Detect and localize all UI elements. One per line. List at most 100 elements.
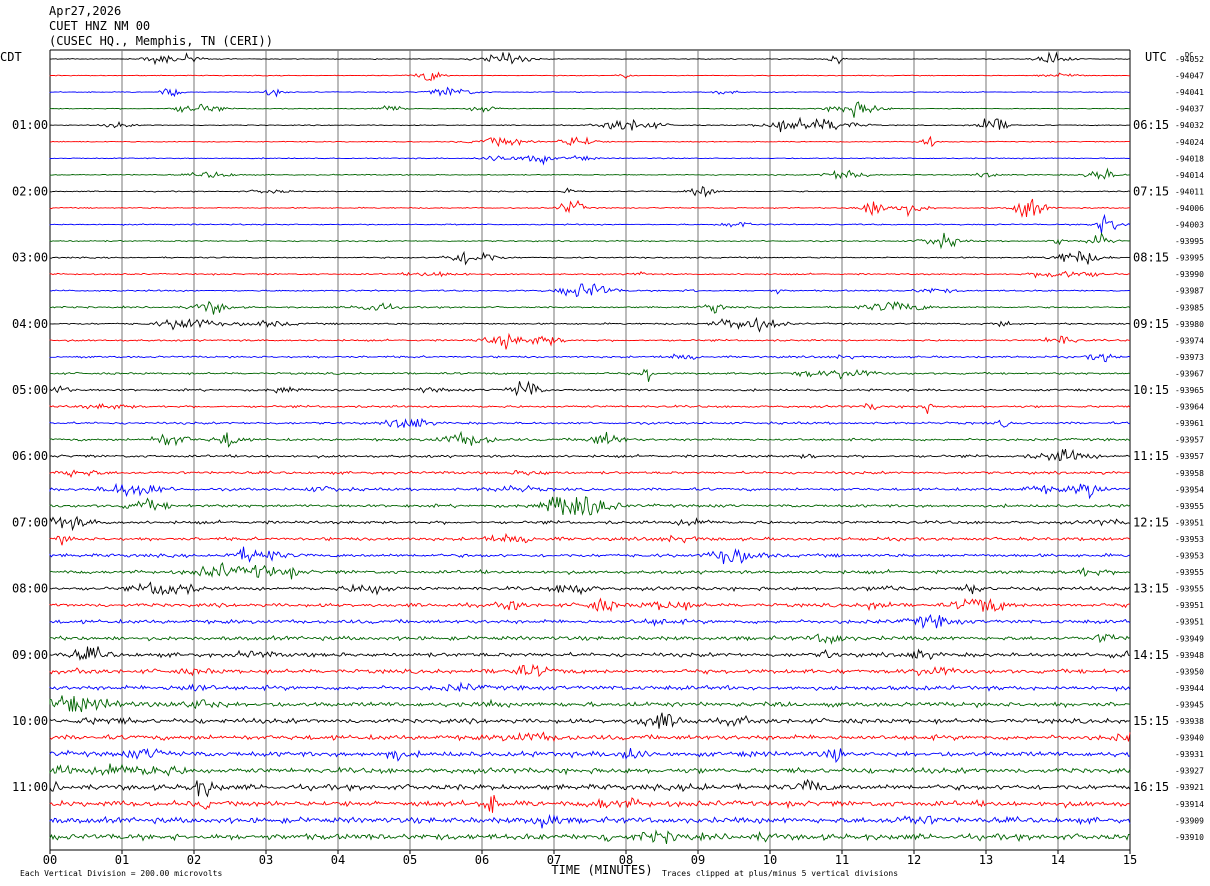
dc-offset-label: -93951 — [1175, 518, 1204, 527]
dc-offset-label: -93961 — [1175, 419, 1204, 428]
dc-offset-label: -93950 — [1175, 667, 1204, 676]
dc-offset-label: -93965 — [1175, 386, 1204, 395]
trace-line — [49, 198, 1130, 218]
dc-offset-label: -93954 — [1175, 485, 1204, 494]
dc-offset-label: -93995 — [1175, 237, 1204, 246]
dc-offset-label: -93957 — [1175, 436, 1204, 445]
time-label-right: 10:15 — [1133, 383, 1169, 397]
time-label-right: 12:15 — [1133, 515, 1169, 529]
trace-line — [49, 283, 1131, 298]
dc-offset-label: -93974 — [1175, 336, 1204, 345]
x-tick-label: 08 — [619, 853, 633, 867]
x-tick-label: 07 — [547, 853, 561, 867]
trace-line — [49, 71, 1131, 82]
x-tick-label: 11 — [835, 853, 849, 867]
dc-offset-label: -93953 — [1175, 552, 1204, 561]
trace-line — [49, 332, 1131, 350]
dc-offset-label: -93955 — [1175, 568, 1204, 577]
time-label-left: 08:00 — [12, 582, 48, 596]
dc-offset-label: -93951 — [1175, 618, 1204, 627]
station-label: CUET HNZ NM 00 — [49, 19, 151, 33]
dc-offset-label: -93914 — [1175, 800, 1204, 809]
trace-line — [49, 482, 1131, 500]
dc-offset-label: -93987 — [1175, 287, 1204, 296]
time-label-left: 10:00 — [12, 714, 48, 728]
dc-offset-label: -94037 — [1175, 105, 1204, 114]
dc-offset-label: -93951 — [1175, 601, 1204, 610]
dc-offset-label: -94011 — [1175, 187, 1204, 196]
trace-line — [49, 135, 1130, 148]
trace-line — [49, 353, 1131, 363]
time-label-left: 11:00 — [12, 780, 48, 794]
footer-note-right: Traces clipped at plus/minus 5 vertical … — [662, 869, 898, 878]
trace-line — [49, 532, 1131, 546]
x-tick-label: 13 — [979, 853, 993, 867]
trace-line — [49, 763, 1131, 777]
trace-line — [49, 695, 1131, 713]
seismic-traces — [49, 51, 1131, 844]
trace-line — [49, 231, 1131, 250]
time-label-right: 15:15 — [1133, 714, 1169, 728]
dc-offset-label: -93985 — [1175, 303, 1204, 312]
dc-offset-label: -93973 — [1175, 353, 1204, 362]
trace-line — [49, 101, 1131, 118]
dc-offset-label: -93949 — [1175, 634, 1204, 643]
dc-offset-label: -93980 — [1175, 320, 1204, 329]
footer-note-left: Each Vertical Division = 200.00 microvol… — [20, 869, 222, 878]
trace-line — [50, 368, 1131, 382]
x-tick-label: 06 — [475, 853, 489, 867]
time-label-right: 07:15 — [1133, 184, 1169, 198]
trace-line — [49, 185, 1131, 198]
x-axis-title: TIME (MINUTES) — [551, 863, 652, 877]
x-tick-label: 05 — [403, 853, 417, 867]
time-label-right: 06:15 — [1133, 118, 1169, 132]
cdt-label: CDT — [0, 50, 22, 64]
dc-offset-label: -93931 — [1175, 750, 1204, 759]
trace-line — [49, 731, 1131, 743]
time-label-right: 14:15 — [1133, 648, 1169, 662]
trace-line — [49, 496, 1131, 516]
x-tick-label: 00 — [43, 853, 57, 867]
trace-line — [49, 829, 1130, 844]
trace-line — [49, 562, 1131, 580]
trace-line — [49, 614, 1131, 629]
time-label-left: 06:00 — [12, 449, 48, 463]
dc-offset-label: -94024 — [1175, 138, 1204, 147]
x-tick-label: 01 — [115, 853, 129, 867]
dc-offset-label: -94032 — [1175, 121, 1204, 130]
trace-line — [49, 448, 1131, 462]
date-label: Apr27,2026 — [49, 4, 122, 18]
dc-offset-label: -93955 — [1175, 502, 1204, 511]
dc-offset-label: -94047 — [1175, 72, 1204, 81]
trace-line — [49, 380, 1131, 397]
time-label-right: 08:15 — [1133, 251, 1169, 265]
dc-offset-label: -93953 — [1175, 535, 1204, 544]
dc-offset-label: -94052 — [1175, 55, 1204, 64]
trace-line — [49, 663, 1131, 678]
axis-labels: CDT UTC DC 01:00 02:00 03:00 04:00 05:00 06:00 07… — [0, 50, 1204, 878]
trace-line — [49, 515, 1131, 532]
dc-offset-label: -94006 — [1175, 204, 1204, 213]
time-label-left: 02:00 — [12, 184, 48, 198]
dc-offset-label: -93910 — [1175, 833, 1204, 842]
dc-offset-label: -94003 — [1175, 221, 1204, 230]
x-tick-label: 12 — [907, 853, 921, 867]
trace-line — [49, 813, 1131, 829]
trace-line — [49, 167, 1130, 180]
dc-offset-label: -94041 — [1175, 88, 1204, 97]
dc-offset-label: -94014 — [1175, 171, 1204, 180]
dc-offset-label: -93940 — [1175, 734, 1204, 743]
trace-line — [49, 681, 1131, 692]
trace-line — [49, 747, 1131, 764]
location-label: (CUSEC HQ., Memphis, TN (CERI)) — [49, 34, 273, 48]
trace-line — [49, 794, 1131, 813]
time-label-right: 13:15 — [1133, 582, 1169, 596]
dc-offset-label: -93958 — [1175, 469, 1204, 478]
dc-offset-label: -94018 — [1175, 154, 1204, 163]
dc-offset-label: -93927 — [1175, 767, 1204, 776]
time-label-left: 07:00 — [12, 515, 48, 529]
time-label-right: 16:15 — [1133, 780, 1169, 794]
x-tick-label: 02 — [187, 853, 201, 867]
dc-offset-label: -93921 — [1175, 783, 1204, 792]
